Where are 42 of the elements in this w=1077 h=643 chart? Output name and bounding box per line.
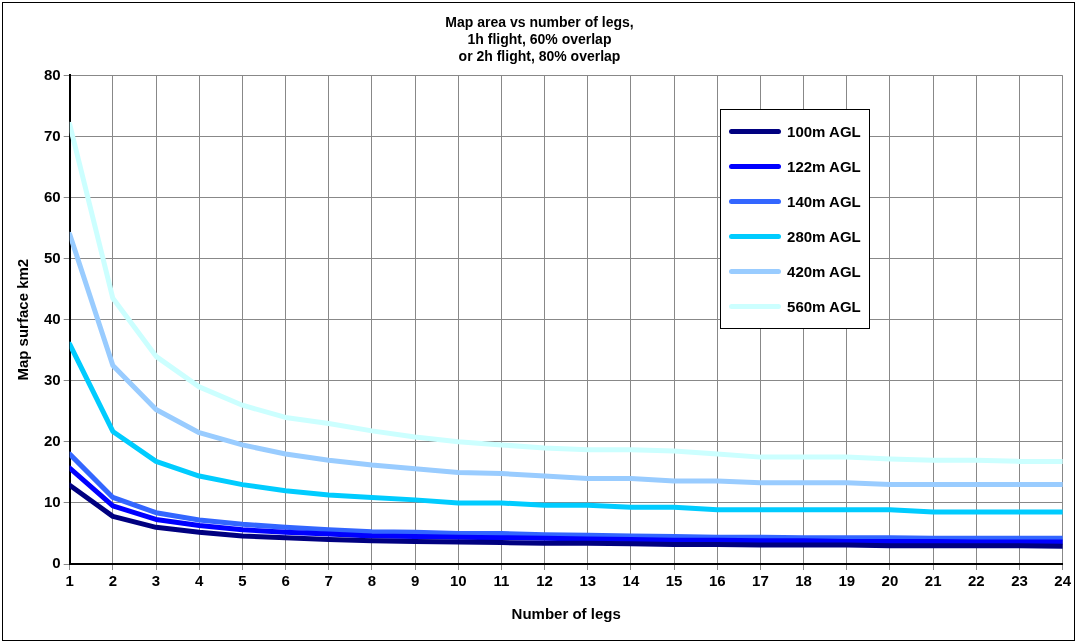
y-tick-label: 20 bbox=[44, 431, 61, 449]
y-tick-label: 0 bbox=[52, 554, 61, 572]
x-tick-label: 3 bbox=[151, 572, 161, 590]
legend-label: 420m AGL bbox=[787, 263, 861, 281]
y-axis-title: Map surface km2 bbox=[14, 258, 32, 381]
x-tick-label: 4 bbox=[195, 572, 205, 590]
y-tick-label: 10 bbox=[44, 493, 61, 511]
x-tick-label: 22 bbox=[967, 572, 985, 590]
legend-label: 100m AGL bbox=[787, 123, 861, 141]
legend-label: 560m AGL bbox=[787, 298, 861, 316]
y-tick-label: 30 bbox=[44, 370, 61, 388]
x-tick-label: 10 bbox=[449, 572, 467, 590]
legend-label: 280m AGL bbox=[787, 228, 861, 246]
x-tick-label: 20 bbox=[881, 572, 899, 590]
legend-label: 122m AGL bbox=[787, 158, 861, 176]
x-tick-label: 21 bbox=[924, 572, 942, 590]
chart-title: Map area vs number of legs, 1h flight, 60% overlap or 2h flight, 80% overlap bbox=[445, 14, 634, 64]
x-tick-label: 2 bbox=[108, 572, 118, 590]
x-tick-label: 13 bbox=[579, 572, 597, 590]
x-tick-label: 12 bbox=[536, 572, 553, 590]
x-tick-label: 5 bbox=[238, 572, 247, 590]
x-tick-label: 15 bbox=[665, 572, 683, 590]
y-tick-label: 50 bbox=[44, 248, 61, 266]
x-tick-label: 16 bbox=[708, 572, 726, 590]
x-tick-label: 1 bbox=[65, 572, 74, 590]
x-tick-label: 6 bbox=[281, 572, 290, 590]
legend-label: 140m AGL bbox=[787, 193, 861, 211]
x-tick-label: 24 bbox=[1054, 572, 1072, 590]
y-tick-label: 60 bbox=[44, 187, 61, 205]
x-tick-label: 14 bbox=[622, 572, 640, 590]
x-tick-label: 18 bbox=[795, 572, 812, 590]
y-tick-label: 70 bbox=[44, 126, 61, 144]
x-tick-label: 9 bbox=[410, 572, 420, 590]
x-tick-label: 11 bbox=[493, 572, 510, 590]
x-axis-title: Number of legs bbox=[511, 605, 621, 623]
x-tick-label: 7 bbox=[324, 572, 333, 590]
x-tick-label: 8 bbox=[367, 572, 377, 590]
y-tick-label: 40 bbox=[44, 309, 61, 327]
x-tick-label: 19 bbox=[838, 572, 856, 590]
x-tick-label: 23 bbox=[1011, 572, 1028, 590]
y-tick-label: 80 bbox=[44, 65, 61, 83]
x-tick-label: 17 bbox=[752, 572, 769, 590]
